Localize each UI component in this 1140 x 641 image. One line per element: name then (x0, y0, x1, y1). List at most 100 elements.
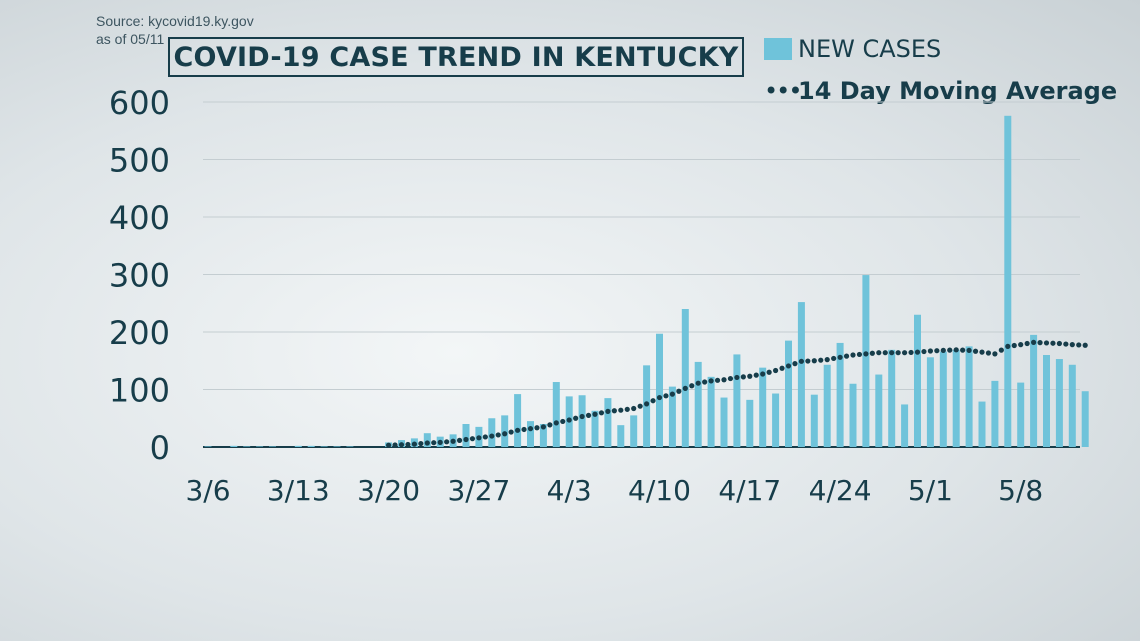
moving-average-point (515, 427, 521, 433)
moving-average-point (914, 349, 921, 355)
bar (991, 380, 999, 447)
moving-average-point (947, 347, 953, 353)
moving-average-point (727, 375, 734, 382)
bar (656, 333, 663, 447)
moving-average-point (534, 425, 540, 431)
moving-average-point (798, 358, 805, 364)
moving-average-point (850, 352, 856, 358)
moving-average-point (792, 361, 798, 367)
y-tick-label: 500 (109, 142, 170, 180)
moving-average-point (1076, 342, 1082, 348)
moving-average-point (721, 377, 727, 383)
moving-average-point (869, 350, 875, 356)
x-tick-label: 4/24 (809, 474, 872, 507)
moving-average-point (811, 358, 817, 364)
moving-average-point (656, 394, 663, 401)
moving-average-point (605, 408, 611, 414)
bar (720, 397, 728, 447)
moving-average-point (585, 412, 592, 418)
moving-average-point (682, 385, 688, 391)
moving-average-point (824, 357, 830, 363)
moving-average-series (386, 339, 1088, 448)
moving-average-point (553, 420, 559, 426)
legend: NEW CASES ••• 14 Day Moving Average (764, 32, 1117, 116)
bar (836, 342, 844, 447)
y-tick-label: 200 (109, 314, 170, 352)
bar (320, 446, 328, 447)
y-tick-label: 400 (109, 199, 170, 237)
moving-average-point (456, 437, 463, 443)
moving-average-point (444, 439, 450, 445)
x-tick-label: 3/20 (357, 474, 420, 507)
moving-average-point (1024, 340, 1030, 347)
moving-average-point (547, 422, 553, 428)
moving-average-point (502, 431, 508, 437)
bar-series (204, 115, 1089, 448)
moving-average-point (1056, 340, 1062, 347)
moving-average-point (644, 401, 650, 407)
moving-average-point (527, 426, 534, 432)
bar (965, 346, 973, 447)
bar (1030, 334, 1038, 447)
bar (888, 349, 896, 447)
moving-average-point (689, 383, 695, 389)
moving-average-point (927, 348, 934, 354)
bar (1043, 355, 1050, 447)
moving-average-point (1018, 342, 1024, 348)
moving-average-point (863, 351, 869, 357)
moving-average-point (998, 347, 1004, 353)
moving-average-point (876, 350, 882, 356)
moving-average-point (747, 373, 753, 379)
moving-average-point (469, 436, 476, 442)
bar (694, 361, 702, 447)
bar (939, 351, 947, 447)
moving-average-point (985, 350, 992, 356)
bar (823, 364, 831, 447)
bar (333, 446, 341, 447)
moving-average-point (908, 349, 914, 356)
moving-average-point (508, 429, 514, 435)
moving-average-point (960, 347, 966, 353)
moving-average-point (463, 436, 469, 443)
moving-average-point (521, 426, 527, 433)
bar (926, 357, 934, 447)
moving-average-point (489, 433, 495, 439)
moving-average-point (805, 358, 811, 364)
moving-average-point (773, 367, 779, 374)
moving-average-point (902, 350, 908, 356)
moving-average-point (418, 440, 424, 447)
bar (230, 445, 238, 447)
moving-average-point (921, 348, 927, 355)
moving-average-point (785, 363, 792, 369)
bar (269, 446, 276, 447)
bar (346, 446, 354, 447)
moving-average-point (624, 406, 630, 412)
moving-average-point (398, 442, 405, 448)
legend-item-moving-average: ••• 14 Day Moving Average (764, 74, 1117, 108)
moving-average-point (573, 415, 579, 421)
y-tick-label: 100 (109, 372, 170, 410)
bar (681, 309, 689, 447)
bar (875, 374, 883, 447)
moving-average-point (1082, 342, 1088, 348)
bar (578, 395, 586, 447)
bar (797, 302, 805, 447)
moving-average-point (979, 349, 985, 355)
bar (914, 314, 921, 447)
y-tick-label: 300 (109, 257, 170, 295)
moving-average-point (695, 380, 701, 386)
bar (785, 340, 792, 447)
moving-average-point (934, 348, 940, 354)
bar (514, 394, 522, 447)
legend-label-moving-average: 14 Day Moving Average (798, 77, 1118, 105)
bar (810, 394, 818, 447)
moving-average-point (714, 377, 721, 383)
moving-average-point (940, 347, 946, 353)
x-tick-label: 4/3 (547, 474, 592, 507)
moving-average-point (405, 441, 411, 448)
bar (1068, 364, 1076, 447)
source-note: Source: kycovid19.ky.gov as of 05/11 (96, 12, 254, 48)
bar (604, 398, 612, 447)
bar (630, 415, 638, 447)
